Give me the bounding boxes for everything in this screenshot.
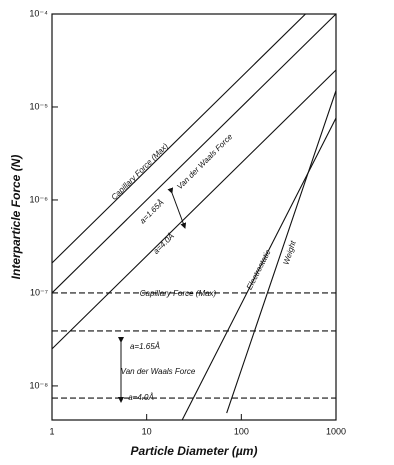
series-line [52,69,336,350]
annotation: a=1.65Å [130,342,160,351]
annotation: Van der Waals Force [175,132,235,192]
y-tick-label: 10⁻⁸ [29,380,48,390]
x-tick-label: 1000 [326,426,346,436]
series-line [226,90,336,414]
annotation: Van der Waals Force [121,367,196,376]
y-tick-label: 10⁻⁵ [30,101,49,111]
series-line [52,14,307,264]
x-tick-label: 1 [49,426,54,436]
plot-area [52,14,336,420]
x-axis-label: Particle Diameter (µm) [131,444,258,458]
annotation: Electrostatic [245,248,273,291]
x-tick-label: 100 [234,426,249,436]
annotation: a=4.0Å [151,231,175,255]
arrow [167,187,187,229]
annotation: a=4.0Å [128,393,154,402]
y-tick-label: 10⁻⁷ [30,287,48,297]
y-axis-label: Interparticle Force (N) [9,155,23,280]
y-tick-label: 10⁻⁶ [30,194,49,204]
x-tick-label: 10 [142,426,152,436]
plot-frame [51,13,337,421]
annotation: Capillary Force (Max) [110,141,171,202]
y-tick-label: 10⁻⁴ [29,8,48,18]
annotation: Capillary Force (Max) [140,289,217,298]
annotation: a=1.65Å [138,198,166,226]
series-line [52,14,336,294]
